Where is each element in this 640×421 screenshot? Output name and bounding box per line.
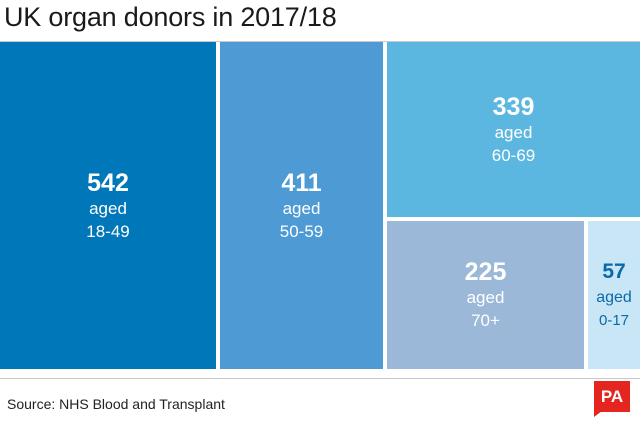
- tile-label: aged: [466, 288, 505, 307]
- tile-age-range: 50-59: [279, 221, 324, 241]
- tile-value: 57: [602, 260, 626, 283]
- tile-value: 542: [87, 168, 129, 197]
- tile-label: aged: [494, 122, 533, 142]
- pa-logo: PA: [594, 381, 630, 417]
- treemap-tile: 339 aged 60-69: [387, 42, 640, 217]
- treemap-tile: 225 aged 70+: [387, 221, 584, 369]
- top-divider: [0, 41, 640, 42]
- treemap-tile: 542 aged 18-49: [0, 42, 216, 369]
- tile-age-range: 60-69: [491, 145, 536, 165]
- tile-value: 339: [492, 92, 535, 121]
- tile-value: 225: [464, 258, 507, 286]
- tile-label: aged: [596, 289, 632, 306]
- bottom-divider: [0, 378, 640, 379]
- tile-age-range: 70+: [471, 311, 500, 330]
- chart-title: UK organ donors in 2017/18: [4, 2, 337, 32]
- tile-label: aged: [282, 198, 321, 218]
- tile-label: aged: [89, 198, 127, 218]
- tile-age-range: 0-17: [598, 312, 630, 329]
- treemap-tile: 411 aged 50-59: [220, 42, 383, 369]
- source-note: Source: NHS Blood and Transplant: [7, 396, 225, 412]
- treemap-tile: 57 aged 0-17: [588, 221, 640, 369]
- tile-value: 411: [281, 168, 322, 197]
- tile-age-range: 18-49: [86, 221, 130, 241]
